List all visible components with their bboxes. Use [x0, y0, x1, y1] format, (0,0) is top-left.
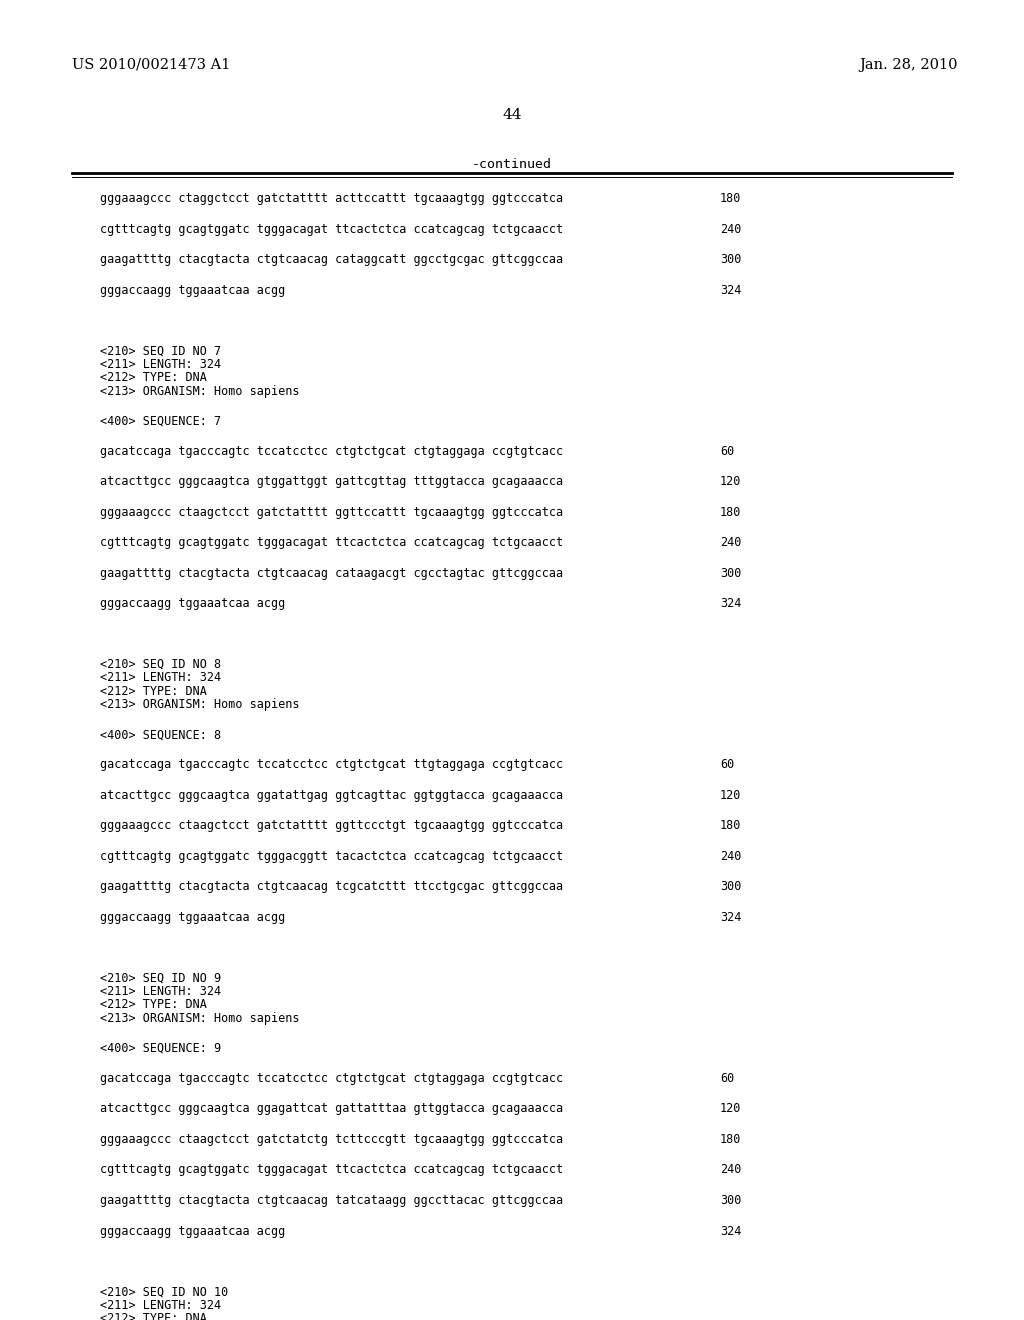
- Text: <211> LENGTH: 324: <211> LENGTH: 324: [100, 672, 221, 684]
- Text: <210> SEQ ID NO 8: <210> SEQ ID NO 8: [100, 657, 221, 671]
- Text: gggaccaagg tggaaatcaa acgg: gggaccaagg tggaaatcaa acgg: [100, 1225, 286, 1238]
- Text: <400> SEQUENCE: 9: <400> SEQUENCE: 9: [100, 1041, 221, 1055]
- Text: cgtttcagtg gcagtggatc tgggacagat ttcactctca ccatcagcag tctgcaacct: cgtttcagtg gcagtggatc tgggacagat ttcactc…: [100, 1163, 563, 1176]
- Text: 120: 120: [720, 1102, 741, 1115]
- Text: 120: 120: [720, 475, 741, 488]
- Text: <212> TYPE: DNA: <212> TYPE: DNA: [100, 998, 207, 1011]
- Text: gaagattttg ctacgtacta ctgtcaacag cataagacgt cgcctagtac gttcggccaa: gaagattttg ctacgtacta ctgtcaacag cataaga…: [100, 566, 563, 579]
- Text: <212> TYPE: DNA: <212> TYPE: DNA: [100, 1312, 207, 1320]
- Text: gacatccaga tgacccagtc tccatcctcc ctgtctgcat ttgtaggaga ccgtgtcacc: gacatccaga tgacccagtc tccatcctcc ctgtctg…: [100, 758, 563, 771]
- Text: US 2010/0021473 A1: US 2010/0021473 A1: [72, 58, 230, 73]
- Text: 240: 240: [720, 1163, 741, 1176]
- Text: 300: 300: [720, 1195, 741, 1206]
- Text: gacatccaga tgacccagtc tccatcctcc ctgtctgcat ctgtaggaga ccgtgtcacc: gacatccaga tgacccagtc tccatcctcc ctgtctg…: [100, 445, 563, 458]
- Text: gggaccaagg tggaaatcaa acgg: gggaccaagg tggaaatcaa acgg: [100, 597, 286, 610]
- Text: 180: 180: [720, 820, 741, 833]
- Text: gaagattttg ctacgtacta ctgtcaacag tcgcatcttt ttcctgcgac gttcggccaa: gaagattttg ctacgtacta ctgtcaacag tcgcatc…: [100, 880, 563, 894]
- Text: 300: 300: [720, 253, 741, 267]
- Text: 44: 44: [502, 108, 522, 121]
- Text: <400> SEQUENCE: 7: <400> SEQUENCE: 7: [100, 414, 221, 428]
- Text: cgtttcagtg gcagtggatc tgggacagat ttcactctca ccatcagcag tctgcaacct: cgtttcagtg gcagtggatc tgggacagat ttcactc…: [100, 223, 563, 235]
- Text: <212> TYPE: DNA: <212> TYPE: DNA: [100, 685, 207, 698]
- Text: <213> ORGANISM: Homo sapiens: <213> ORGANISM: Homo sapiens: [100, 1012, 299, 1024]
- Text: 120: 120: [720, 789, 741, 801]
- Text: atcacttgcc gggcaagtca ggagattcat gattatttaa gttggtacca gcagaaacca: atcacttgcc gggcaagtca ggagattcat gattatt…: [100, 1102, 563, 1115]
- Text: gaagattttg ctacgtacta ctgtcaacag tatcataagg ggccttacac gttcggccaa: gaagattttg ctacgtacta ctgtcaacag tatcata…: [100, 1195, 563, 1206]
- Text: 240: 240: [720, 223, 741, 235]
- Text: gggaaagccc ctaagctcct gatctatttt ggttccattt tgcaaagtgg ggtcccatca: gggaaagccc ctaagctcct gatctatttt ggttcca…: [100, 506, 563, 519]
- Text: gggaccaagg tggaaatcaa acgg: gggaccaagg tggaaatcaa acgg: [100, 911, 286, 924]
- Text: <210> SEQ ID NO 10: <210> SEQ ID NO 10: [100, 1286, 228, 1298]
- Text: Jan. 28, 2010: Jan. 28, 2010: [859, 58, 958, 73]
- Text: 60: 60: [720, 758, 734, 771]
- Text: <212> TYPE: DNA: <212> TYPE: DNA: [100, 371, 207, 384]
- Text: 180: 180: [720, 506, 741, 519]
- Text: 180: 180: [720, 1133, 741, 1146]
- Text: cgtttcagtg gcagtggatc tgggacagat ttcactctca ccatcagcag tctgcaacct: cgtttcagtg gcagtggatc tgggacagat ttcactc…: [100, 536, 563, 549]
- Text: <210> SEQ ID NO 7: <210> SEQ ID NO 7: [100, 345, 221, 358]
- Text: gggaaagccc ctaagctcct gatctatttt ggttccctgt tgcaaagtgg ggtcccatca: gggaaagccc ctaagctcct gatctatttt ggttccc…: [100, 820, 563, 833]
- Text: -continued: -continued: [472, 158, 552, 172]
- Text: 60: 60: [720, 445, 734, 458]
- Text: <213> ORGANISM: Homo sapiens: <213> ORGANISM: Homo sapiens: [100, 698, 299, 711]
- Text: <211> LENGTH: 324: <211> LENGTH: 324: [100, 985, 221, 998]
- Text: 300: 300: [720, 566, 741, 579]
- Text: gacatccaga tgacccagtc tccatcctcc ctgtctgcat ctgtaggaga ccgtgtcacc: gacatccaga tgacccagtc tccatcctcc ctgtctg…: [100, 1072, 563, 1085]
- Text: <213> ORGANISM: Homo sapiens: <213> ORGANISM: Homo sapiens: [100, 384, 299, 397]
- Text: 60: 60: [720, 1072, 734, 1085]
- Text: gggaaagccc ctaggctcct gatctatttt acttccattt tgcaaagtgg ggtcccatca: gggaaagccc ctaggctcct gatctatttt acttcca…: [100, 191, 563, 205]
- Text: 324: 324: [720, 597, 741, 610]
- Text: 300: 300: [720, 880, 741, 894]
- Text: atcacttgcc gggcaagtca ggatattgag ggtcagttac ggtggtacca gcagaaacca: atcacttgcc gggcaagtca ggatattgag ggtcagt…: [100, 789, 563, 801]
- Text: 240: 240: [720, 850, 741, 863]
- Text: 324: 324: [720, 911, 741, 924]
- Text: gaagattttg ctacgtacta ctgtcaacag cataggcatt ggcctgcgac gttcggccaa: gaagattttg ctacgtacta ctgtcaacag cataggc…: [100, 253, 563, 267]
- Text: <211> LENGTH: 324: <211> LENGTH: 324: [100, 1299, 221, 1312]
- Text: cgtttcagtg gcagtggatc tgggacggtt tacactctca ccatcagcag tctgcaacct: cgtttcagtg gcagtggatc tgggacggtt tacactc…: [100, 850, 563, 863]
- Text: 240: 240: [720, 536, 741, 549]
- Text: <400> SEQUENCE: 8: <400> SEQUENCE: 8: [100, 729, 221, 742]
- Text: gggaccaagg tggaaatcaa acgg: gggaccaagg tggaaatcaa acgg: [100, 284, 286, 297]
- Text: atcacttgcc gggcaagtca gtggattggt gattcgttag tttggtacca gcagaaacca: atcacttgcc gggcaagtca gtggattggt gattcgt…: [100, 475, 563, 488]
- Text: <211> LENGTH: 324: <211> LENGTH: 324: [100, 358, 221, 371]
- Text: 324: 324: [720, 284, 741, 297]
- Text: 180: 180: [720, 191, 741, 205]
- Text: gggaaagccc ctaagctcct gatctatctg tcttcccgtt tgcaaagtgg ggtcccatca: gggaaagccc ctaagctcct gatctatctg tcttccc…: [100, 1133, 563, 1146]
- Text: <210> SEQ ID NO 9: <210> SEQ ID NO 9: [100, 972, 221, 985]
- Text: 324: 324: [720, 1225, 741, 1238]
